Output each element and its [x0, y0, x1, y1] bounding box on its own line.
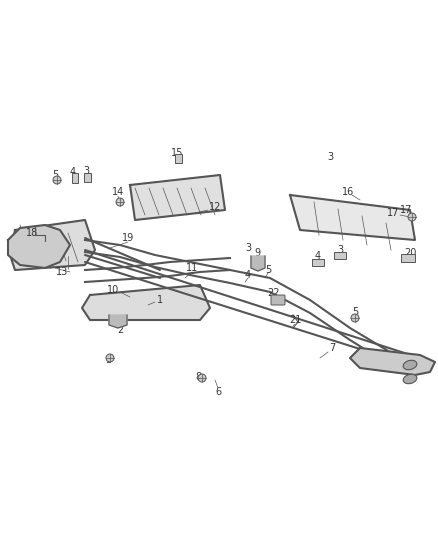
- Text: 7: 7: [329, 343, 335, 353]
- Text: 16: 16: [342, 187, 354, 197]
- Text: 3: 3: [327, 152, 333, 162]
- Text: 2: 2: [117, 325, 123, 335]
- Bar: [84, 173, 91, 182]
- Polygon shape: [8, 225, 70, 268]
- Text: 15: 15: [171, 148, 183, 158]
- Text: 13: 13: [56, 267, 68, 277]
- Circle shape: [106, 354, 114, 362]
- Text: 8: 8: [195, 372, 201, 382]
- Circle shape: [198, 374, 206, 382]
- Circle shape: [351, 314, 359, 322]
- FancyBboxPatch shape: [271, 295, 285, 305]
- Text: 6: 6: [215, 387, 221, 397]
- Text: 22: 22: [268, 288, 280, 298]
- Text: 3: 3: [337, 245, 343, 255]
- Polygon shape: [109, 315, 127, 328]
- Polygon shape: [251, 256, 265, 271]
- Text: 5: 5: [265, 265, 271, 275]
- Polygon shape: [82, 285, 210, 320]
- Text: 14: 14: [112, 187, 124, 197]
- Text: 4: 4: [315, 251, 321, 261]
- Text: 5: 5: [52, 170, 58, 180]
- Polygon shape: [290, 195, 415, 240]
- Text: 9: 9: [254, 248, 260, 258]
- Text: 21: 21: [289, 315, 301, 325]
- Text: 5: 5: [352, 307, 358, 317]
- Polygon shape: [130, 175, 225, 220]
- Circle shape: [408, 213, 416, 221]
- Circle shape: [53, 176, 61, 184]
- Bar: [72, 173, 78, 183]
- Circle shape: [116, 198, 124, 206]
- Bar: [312, 259, 324, 265]
- Ellipse shape: [403, 374, 417, 384]
- Text: 3: 3: [83, 166, 89, 176]
- Text: 11: 11: [186, 263, 198, 273]
- Text: 17: 17: [387, 208, 399, 218]
- Polygon shape: [350, 348, 435, 375]
- Text: 3: 3: [245, 243, 251, 253]
- Polygon shape: [10, 220, 95, 270]
- Text: 4: 4: [70, 167, 76, 177]
- Bar: [334, 252, 346, 259]
- Text: 1: 1: [157, 295, 163, 305]
- Bar: [401, 254, 415, 262]
- Ellipse shape: [403, 360, 417, 370]
- Bar: [174, 154, 181, 163]
- Text: 12: 12: [209, 202, 221, 212]
- Text: 20: 20: [404, 248, 416, 258]
- Text: 4: 4: [245, 270, 251, 280]
- Text: 10: 10: [107, 285, 119, 295]
- Text: 19: 19: [122, 233, 134, 243]
- Text: 17: 17: [400, 205, 412, 215]
- Text: 5: 5: [105, 355, 111, 365]
- Text: 18: 18: [26, 228, 38, 238]
